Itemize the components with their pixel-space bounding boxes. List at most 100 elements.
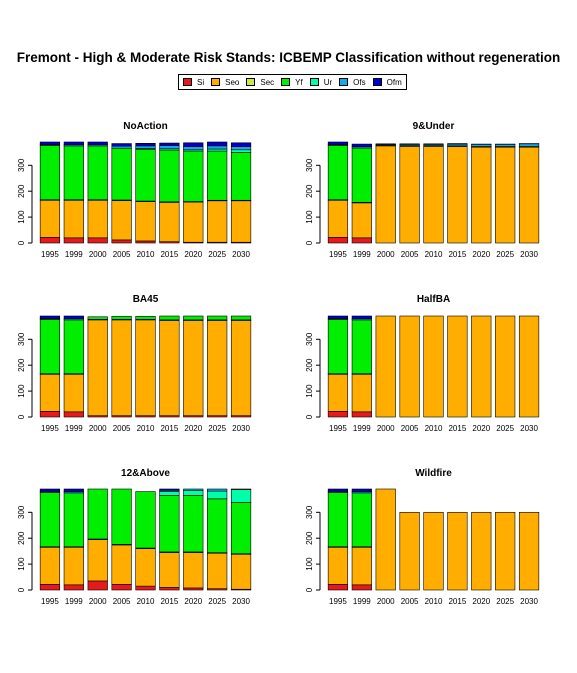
bar-segment-yf (230, 502, 252, 555)
bar-segment-seo (447, 512, 468, 591)
bar-segment-yf (39, 319, 61, 375)
x-tick-label: 2015 (448, 250, 466, 259)
bar-segment-seo (63, 373, 84, 413)
bar-segment-seo (399, 146, 420, 244)
panel-9-under: 9&Under 0 100 200 300 1995 1999 2000 2005 2010 201… (305, 121, 540, 259)
bar-segment-seo (135, 548, 156, 587)
y-tick-label: 200 (305, 358, 314, 372)
bar-segment-si (183, 587, 204, 591)
bar-segment-seo (423, 146, 444, 244)
bar-segment-si (87, 580, 108, 591)
x-tick-label: 2020 (184, 597, 202, 606)
bar-segment-ofs (518, 143, 540, 147)
bar-segment-seo (230, 553, 252, 590)
bar-segment-si (327, 584, 349, 591)
bar-segment-ofs (159, 145, 180, 150)
bar-segment-yf (207, 150, 228, 201)
bar-segment-si (63, 584, 84, 591)
bar-segment-yf (111, 315, 132, 320)
bar-segment-ofm (39, 488, 61, 492)
y-tick-label: 300 (17, 332, 26, 346)
bar-segment-seo (39, 373, 61, 412)
bar-segment-seo (375, 315, 396, 418)
bar-segment-seo (87, 539, 108, 582)
x-tick-label: 2000 (377, 597, 395, 606)
bar-segment-seo (183, 320, 204, 417)
bar-segment-ofs (495, 144, 516, 147)
bar-segment-yf (327, 492, 349, 548)
y-tick-label: 200 (17, 358, 26, 372)
bar-segment-yf (351, 147, 372, 203)
bar-segment-seo (375, 488, 396, 591)
legend-swatch (183, 78, 192, 86)
x-tick-label: 2005 (113, 424, 131, 433)
x-tick-label: 2015 (160, 597, 178, 606)
x-tick-label: 2000 (377, 250, 395, 259)
panel-wildfire: Wildfire 0 100 200 300 1995 1999 2000 2005 2010 20… (305, 468, 540, 606)
x-tick-label: 2010 (425, 424, 443, 433)
x-tick-label: 2005 (113, 597, 131, 606)
bar-segment-ofs (230, 488, 252, 490)
x-tick-label: 2015 (160, 424, 178, 433)
bar-segment-ofm (447, 143, 468, 145)
bar-segment-si (63, 237, 84, 244)
bar-segment-seo (63, 546, 84, 586)
bar-segment-ofm (63, 141, 84, 145)
y-tick-label: 100 (305, 384, 314, 398)
bar-segment-yf (351, 492, 372, 548)
legend-item-yf: Yf (281, 78, 303, 87)
bar-segment-yf (159, 149, 180, 203)
legend-swatch (339, 78, 349, 86)
bar-segment-ofm (327, 488, 349, 492)
legend-swatch (309, 78, 319, 86)
legend-swatch (281, 78, 291, 86)
x-tick-label: 1999 (65, 597, 83, 606)
bar-segment-si (327, 411, 349, 418)
x-tick-label: 2030 (232, 597, 250, 606)
bar-segment-si (111, 239, 132, 244)
y-tick-label: 300 (305, 158, 314, 172)
bar-segment-ofm (351, 488, 372, 492)
x-tick-label: 2000 (89, 597, 107, 606)
bar-segment-yf (87, 316, 108, 320)
legend-label: Sec (260, 77, 275, 87)
bar-segment-seo (495, 512, 516, 591)
bar-segment-yf (135, 148, 156, 202)
x-tick-label: 1999 (353, 424, 371, 433)
bar-segment-ur (230, 489, 252, 503)
x-tick-label: 2025 (208, 424, 226, 433)
bar-segment-ur (207, 148, 228, 152)
x-tick-label: 1995 (41, 597, 59, 606)
y-tick-label: 0 (17, 240, 26, 245)
y-tick-label: 200 (305, 531, 314, 545)
bar-segment-seo (327, 373, 349, 412)
bar-segment-si (63, 411, 84, 418)
bar-segment-ofs (207, 488, 228, 492)
bar-segment-seo (135, 319, 156, 417)
bar-segment-ofm (399, 143, 420, 145)
panel-12-above: 12&Above 0 100 200 300 1995 1999 2000 2005 2010 20… (17, 468, 252, 606)
x-tick-label: 2010 (137, 250, 155, 259)
bar-segment-ofm (351, 315, 372, 319)
x-tick-label: 2000 (89, 250, 107, 259)
bar-segment-ofs (135, 145, 156, 149)
bar-segment-seo (399, 315, 420, 418)
bar-segment-ofm (183, 142, 204, 147)
bar-segment-ur (230, 149, 252, 153)
x-tick-label: 2020 (472, 597, 490, 606)
x-tick-label: 2030 (232, 424, 250, 433)
x-tick-label: 2030 (232, 250, 250, 259)
bar-segment-seo (159, 320, 180, 417)
y-tick-label: 100 (305, 557, 314, 571)
bar-segment-ur (207, 490, 228, 500)
panel-title: HalfBA (417, 294, 450, 305)
bar-segment-yf (327, 319, 349, 375)
bar-segment-ofm (63, 315, 84, 319)
panel-title: 9&Under (413, 121, 455, 132)
bar-segment-yf (63, 319, 84, 375)
x-tick-label: 2030 (520, 597, 538, 606)
legend-item-sec: Sec (246, 78, 274, 87)
x-tick-label: 2005 (401, 597, 419, 606)
bar-segment-ofm (87, 141, 108, 145)
x-tick-label: 2015 (448, 424, 466, 433)
